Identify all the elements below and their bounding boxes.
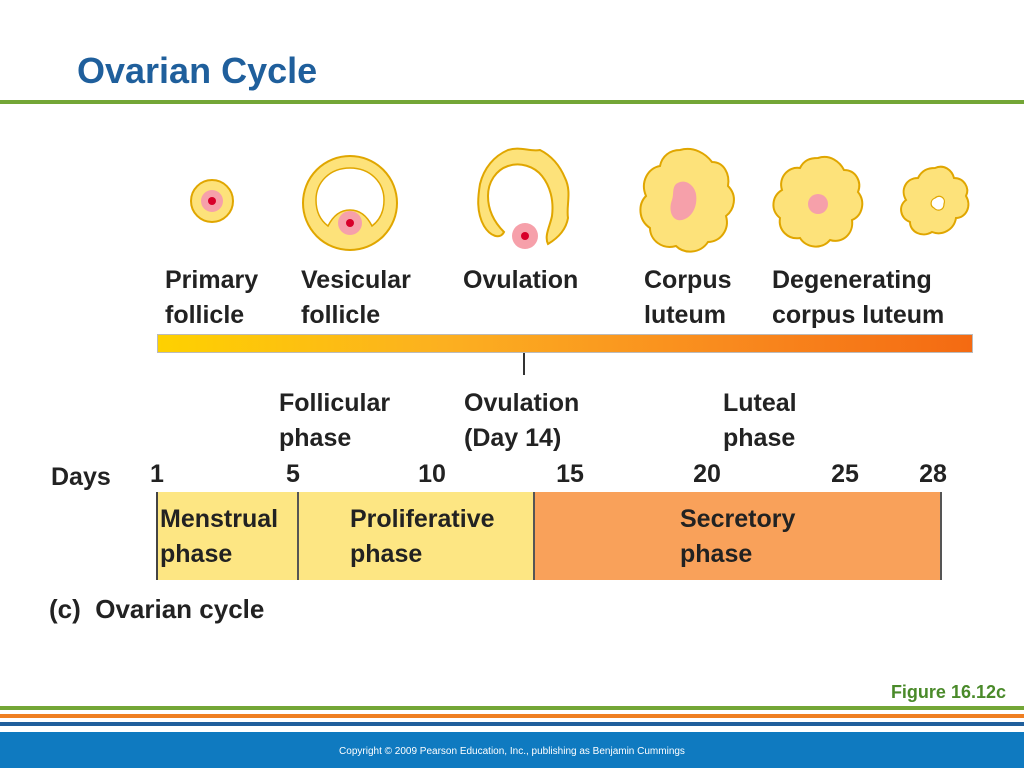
- figure-number: Figure 16.12c: [890, 682, 1006, 702]
- menstrual-phase-box: Menstrual phase: [156, 492, 298, 580]
- footer-stripe-blue: [0, 722, 1024, 726]
- day-tick: 5: [286, 460, 300, 488]
- days-label: Days: [51, 463, 111, 491]
- follicular-phase-label: Follicular phase: [279, 389, 391, 452]
- ovulation-tick: [523, 353, 525, 375]
- day-tick: 15: [556, 460, 584, 488]
- stage-label-vesicular-follicle: Vesicular follicle: [301, 266, 411, 329]
- title-divider: [0, 100, 1024, 104]
- vesicular-follicle-drawing: [302, 155, 398, 251]
- ovulation-drawing: [477, 147, 570, 249]
- day-tick: 10: [418, 460, 446, 488]
- follicle-illustrations: [190, 147, 970, 253]
- day-tick: 25: [831, 460, 859, 488]
- slide-title: Ovarian Cycle: [77, 50, 318, 91]
- footer-stripe-green: [0, 706, 1024, 710]
- footer-bar: Copyright © 2009 Pearson Education, Inc.…: [0, 732, 1024, 768]
- proliferative-phase-label: Proliferative phase: [350, 505, 495, 568]
- degenerating-corpus-luteum-drawing: [772, 156, 864, 248]
- menstrual-phase-label: Menstrual phase: [160, 505, 279, 568]
- proliferative-phase-box: Proliferative phase: [297, 492, 534, 580]
- ovarian-timeline-bar: [157, 334, 973, 353]
- stage-label-corpus-luteum: Corpus luteum: [644, 266, 732, 329]
- secretory-phase-box: Secretory phase: [533, 492, 942, 580]
- secretory-phase-label: Secretory phase: [680, 505, 796, 568]
- day-tick: 28: [919, 460, 947, 488]
- luteal-phase-label: Luteal phase: [723, 389, 797, 452]
- stage-label-ovulation: Ovulation: [463, 266, 579, 294]
- stage-label-primary-follicle: Primary follicle: [165, 266, 259, 329]
- primary-follicle-drawing: [190, 179, 234, 223]
- footer-stripe-orange: [0, 714, 1024, 718]
- corpus-luteum-drawing: [639, 148, 735, 253]
- ovulation-day-label: Ovulation (Day 14): [464, 389, 580, 452]
- copyright-text: Copyright © 2009 Pearson Education, Inc.…: [339, 746, 685, 757]
- day-tick: 20: [693, 460, 721, 488]
- figure-caption: (c) Ovarian cycle: [49, 594, 265, 624]
- stage-label-degenerating-corpus-luteum: Degenerating corpus luteum: [772, 266, 945, 329]
- day-tick: 1: [150, 460, 164, 488]
- corpus-albicans-drawing: [900, 165, 970, 236]
